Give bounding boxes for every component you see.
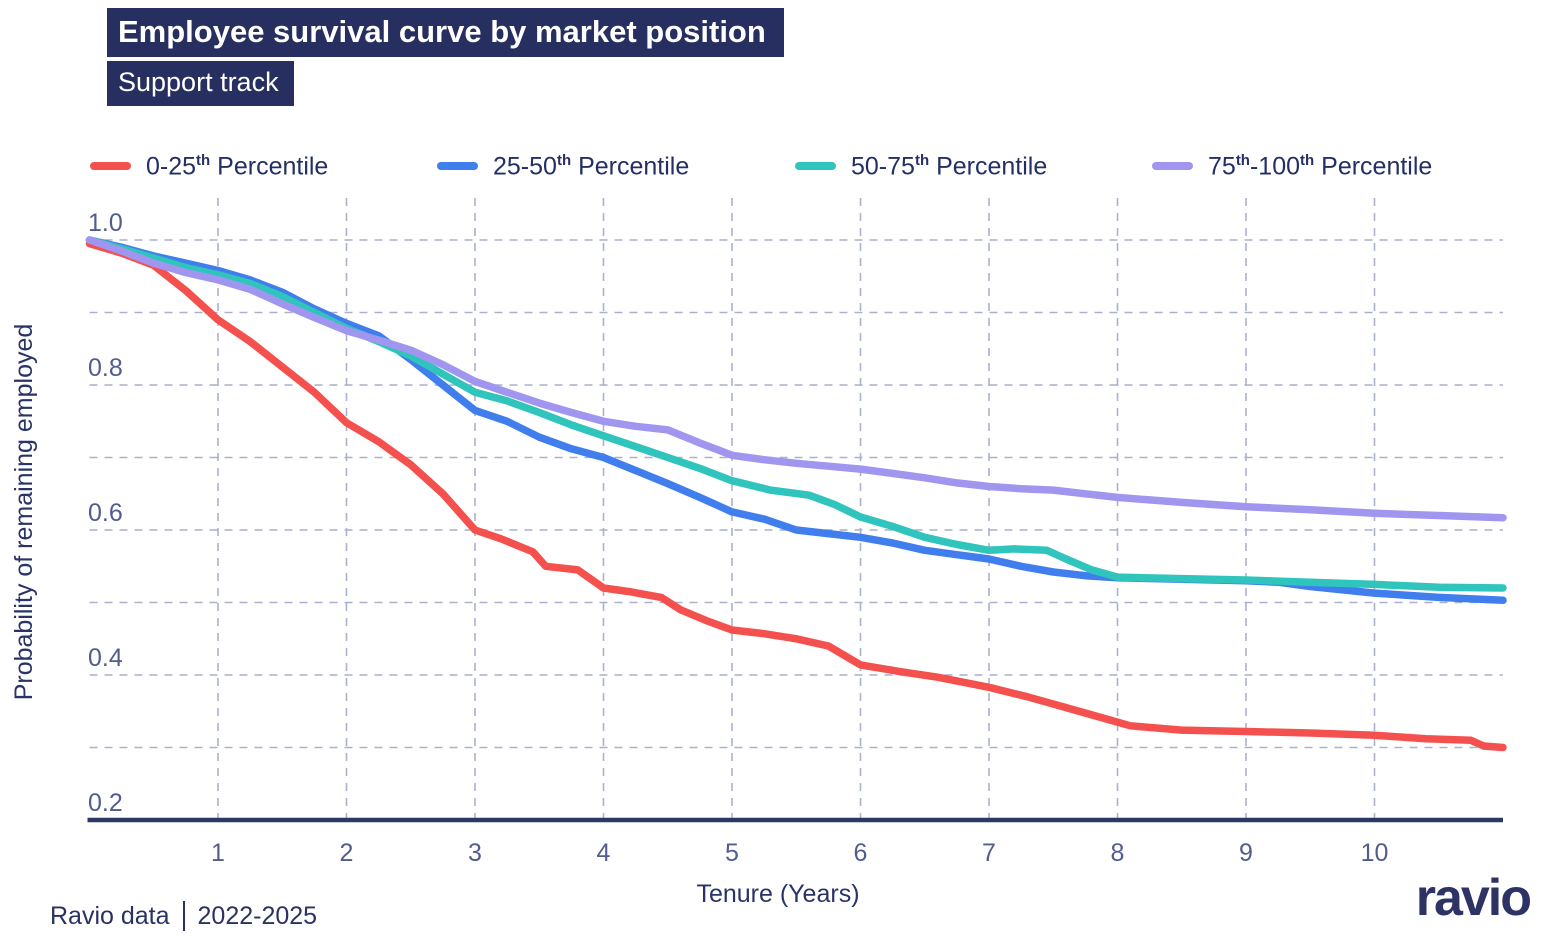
legend-label: 50-75th Percentile bbox=[851, 151, 1048, 181]
ravio-logo: ravio bbox=[1415, 869, 1532, 927]
page-title: Employee survival curve by market positi… bbox=[107, 8, 784, 57]
x-axis-title: Tenure (Years) bbox=[696, 880, 859, 908]
legend: 0-25th Percentile 25-50th Percentile 50-75… bbox=[0, 148, 1560, 184]
x-tick-label: 2 bbox=[340, 839, 354, 867]
x-tick-label: 3 bbox=[468, 839, 482, 867]
x-tick-label: 5 bbox=[725, 839, 739, 867]
legend-item: 25-50th Percentile bbox=[437, 148, 689, 184]
footer-separator bbox=[182, 901, 185, 931]
x-tick-label: 9 bbox=[1239, 839, 1253, 867]
legend-item: 50-75th Percentile bbox=[795, 148, 1047, 184]
source-label: Ravio data bbox=[50, 901, 170, 930]
legend-swatch bbox=[795, 162, 836, 170]
data-source: Ravio data 2022-2025 bbox=[50, 901, 317, 931]
legend-item: 75th-100th Percentile bbox=[1152, 148, 1432, 184]
y-tick-label: 0.4 bbox=[88, 644, 123, 672]
legend-label: 0-25th Percentile bbox=[146, 151, 329, 181]
x-tick-label: 1 bbox=[211, 839, 225, 867]
series-line-1 bbox=[85, 239, 1507, 752]
legend-swatch bbox=[1152, 162, 1193, 170]
x-tick-label: 6 bbox=[854, 839, 868, 867]
page-subtitle: Support track bbox=[107, 61, 294, 106]
y-tick-label: 1.0 bbox=[88, 209, 123, 237]
y-tick-label: 0.6 bbox=[88, 499, 123, 527]
page-subtitle-text: Support track bbox=[118, 67, 279, 97]
x-tick-label: 10 bbox=[1361, 839, 1389, 867]
legend-label: 25-50th Percentile bbox=[493, 151, 690, 181]
y-tick-label: 0.8 bbox=[88, 354, 123, 382]
page-title-text: Employee survival curve by market positi… bbox=[118, 14, 766, 49]
x-tick-label: 7 bbox=[982, 839, 996, 867]
date-range: 2022-2025 bbox=[197, 901, 318, 930]
x-tick-label: 8 bbox=[1111, 839, 1125, 867]
x-tick-label: 4 bbox=[597, 839, 611, 867]
series-line-2 bbox=[85, 236, 1507, 605]
series-line-4 bbox=[85, 236, 1507, 522]
series-line-3 bbox=[85, 236, 1507, 592]
y-tick-label: 0.2 bbox=[88, 789, 123, 817]
legend-item: 0-25th Percentile bbox=[90, 148, 328, 184]
legend-swatch bbox=[437, 162, 478, 170]
legend-swatch bbox=[90, 162, 131, 170]
legend-label: 75th-100th Percentile bbox=[1208, 151, 1433, 181]
y-axis-title: Probability of remaining employed bbox=[10, 324, 38, 701]
